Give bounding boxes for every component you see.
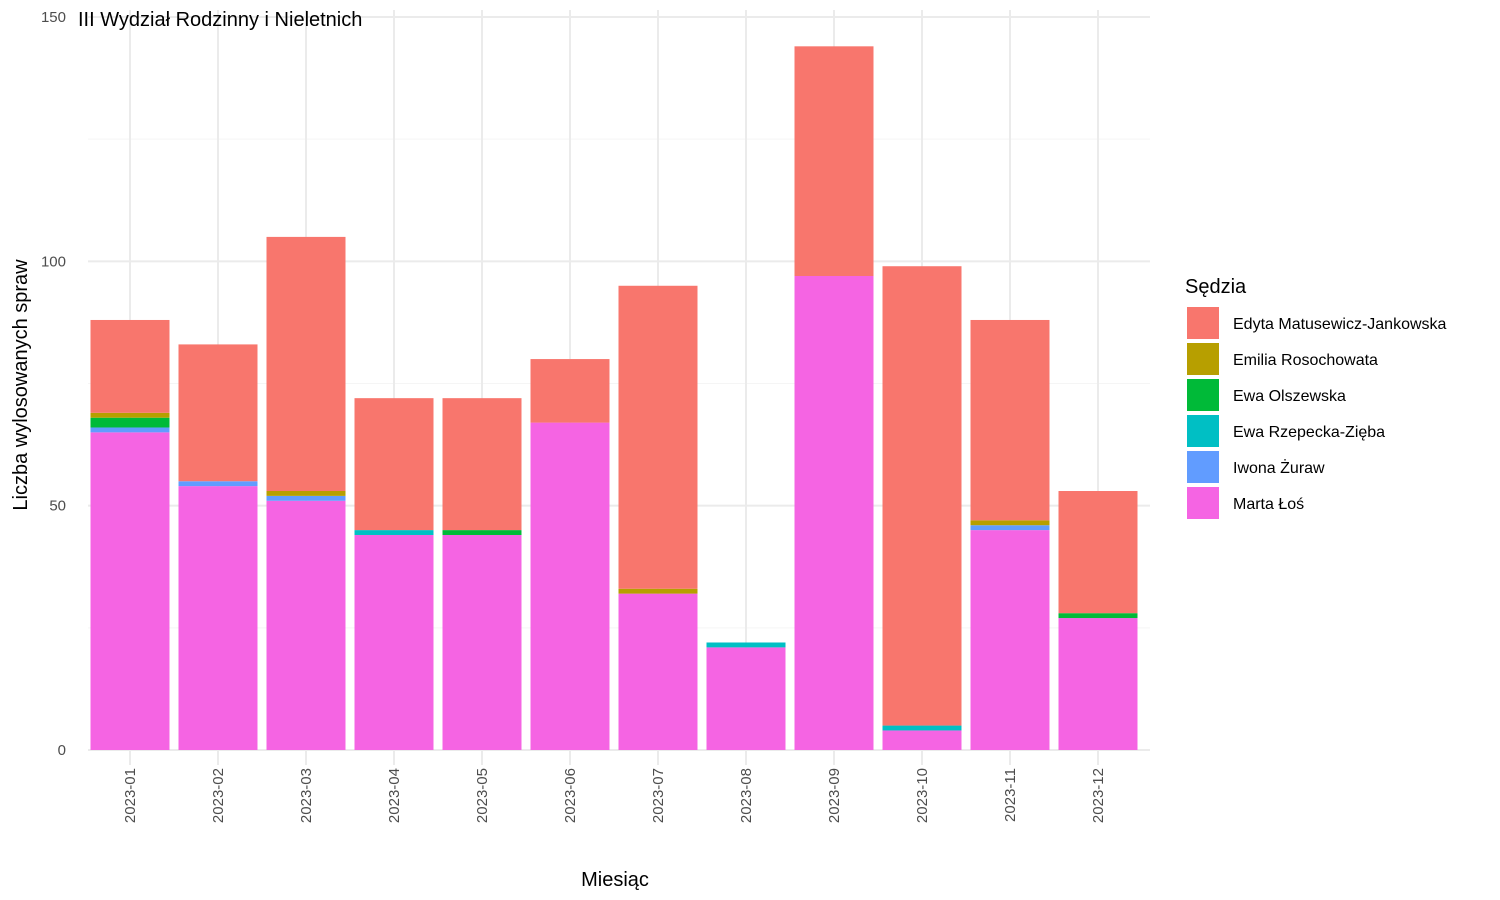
legend-swatch	[1187, 487, 1219, 519]
y-tick-label: 100	[41, 253, 66, 270]
bar-segment	[442, 398, 522, 531]
bar-segment	[970, 520, 1050, 526]
bar-segment	[266, 495, 346, 501]
legend-label: Emilia Rosochowata	[1233, 352, 1378, 369]
bar-segment	[618, 285, 698, 589]
bar-segment	[794, 46, 874, 276]
bar-segment	[618, 593, 698, 750]
bar-segment	[178, 486, 258, 750]
legend-swatch	[1187, 307, 1219, 339]
bar-segment	[266, 500, 346, 750]
x-tick-label: 2023-04	[386, 768, 403, 823]
bar-segment	[618, 588, 698, 594]
bar-segment	[354, 534, 434, 750]
x-tick-label: 2023-09	[826, 768, 843, 823]
x-tick-label: 2023-10	[914, 768, 931, 823]
bar-segment	[882, 266, 962, 726]
legend-label: Edyta Matusewicz-Jankowska	[1233, 316, 1447, 333]
bar-segment	[178, 481, 258, 487]
chart-title: III Wydział Rodzinny i Nieletnich	[78, 9, 362, 31]
x-tick-label: 2023-01	[122, 768, 139, 823]
bar-segment	[90, 319, 170, 413]
x-tick-label: 2023-03	[298, 768, 315, 823]
bar-segment	[266, 236, 346, 492]
legend-label: Ewa Rzepecka-Zięba	[1233, 424, 1385, 441]
legend-label: Marta Łoś	[1233, 496, 1304, 513]
x-tick-label: 2023-05	[474, 768, 491, 823]
x-tick-label: 2023-02	[210, 768, 227, 823]
bar-segment	[90, 427, 170, 433]
bar-segment	[1058, 613, 1138, 619]
y-axis-ticks: 0 50 100 150	[41, 9, 66, 759]
bar-segment	[90, 417, 170, 428]
x-tick-label: 2023-06	[562, 768, 579, 823]
x-tick-label: 2023-11	[1002, 768, 1019, 822]
bar-segment	[882, 725, 962, 731]
bar-segment	[706, 642, 786, 648]
y-tick-label: 0	[58, 742, 66, 759]
bar-segment	[90, 432, 170, 750]
legend-label: Iwona Żuraw	[1233, 458, 1325, 477]
bars	[90, 46, 1138, 750]
x-tick-label: 2023-07	[650, 768, 667, 823]
x-tick-label: 2023-08	[738, 768, 755, 823]
x-axis-title: Miesiąc	[581, 869, 649, 891]
bar-segment	[970, 525, 1050, 531]
legend: Sędzia Edyta Matusewicz-Jankowska Emilia …	[1185, 276, 1447, 519]
bar-segment	[530, 359, 610, 423]
bar-segment	[442, 530, 522, 535]
y-axis-title: Liczba wylosowanych spraw	[10, 259, 32, 511]
bar-segment	[90, 412, 170, 418]
bar-segment	[442, 534, 522, 750]
bar-segment	[266, 491, 346, 496]
bar-segment	[706, 647, 786, 750]
bar-segment	[354, 398, 434, 531]
legend-swatch	[1187, 451, 1219, 483]
bar-segment	[354, 530, 434, 535]
bar-segment	[794, 275, 874, 750]
legend-swatch	[1187, 343, 1219, 375]
bar-segment	[530, 422, 610, 750]
legend-swatch	[1187, 379, 1219, 411]
legend-swatch	[1187, 415, 1219, 447]
bar-segment	[882, 730, 962, 750]
bar-segment	[1058, 491, 1138, 614]
x-axis-ticks: 2023-01 2023-02 2023-03 2023-04 2023-05 2023-…	[122, 768, 1107, 823]
bar-segment	[1058, 618, 1138, 750]
y-tick-label: 150	[41, 9, 66, 26]
y-tick-label: 50	[49, 498, 66, 515]
bar-segment	[178, 344, 258, 482]
legend-title: Sędzia	[1185, 276, 1247, 298]
x-tick-label: 2023-12	[1090, 768, 1107, 823]
bar-segment	[970, 319, 1050, 521]
bar-segment	[970, 530, 1050, 750]
legend-label: Ewa Olszewska	[1233, 388, 1346, 405]
